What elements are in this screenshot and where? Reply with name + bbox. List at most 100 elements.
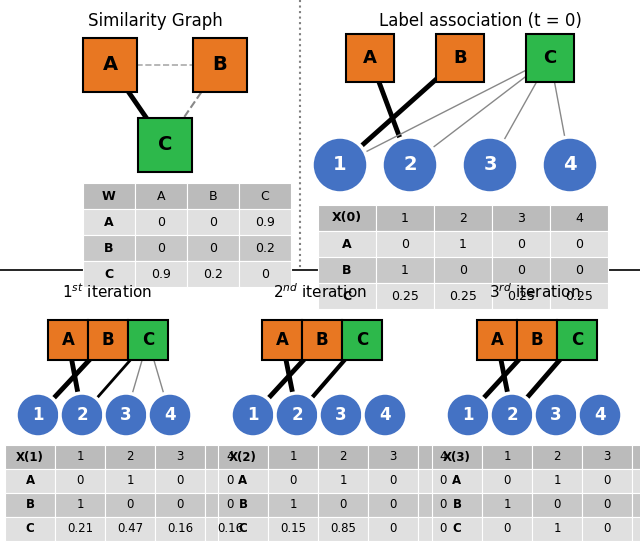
FancyBboxPatch shape — [557, 320, 597, 360]
FancyBboxPatch shape — [105, 469, 155, 493]
FancyBboxPatch shape — [418, 445, 468, 469]
Text: 0.16: 0.16 — [167, 522, 193, 535]
Text: X(3): X(3) — [443, 451, 471, 463]
Text: B: B — [212, 56, 227, 75]
Text: 1: 1 — [553, 522, 561, 535]
Text: 4: 4 — [164, 406, 176, 424]
FancyBboxPatch shape — [368, 493, 418, 517]
Text: 0: 0 — [575, 263, 583, 276]
Circle shape — [148, 393, 192, 437]
Text: B: B — [26, 499, 35, 511]
Text: A: A — [104, 216, 114, 228]
Text: 0.25: 0.25 — [449, 290, 477, 302]
FancyBboxPatch shape — [55, 517, 105, 541]
Circle shape — [534, 393, 578, 437]
FancyBboxPatch shape — [342, 320, 382, 360]
Text: 1: 1 — [247, 406, 259, 424]
Text: 3$^{rd}$ iteration: 3$^{rd}$ iteration — [489, 282, 580, 301]
FancyBboxPatch shape — [418, 469, 468, 493]
Text: 1: 1 — [289, 499, 297, 511]
Text: 0: 0 — [227, 475, 234, 487]
FancyBboxPatch shape — [55, 469, 105, 493]
Text: 1: 1 — [401, 263, 409, 276]
Text: 3: 3 — [550, 406, 562, 424]
FancyBboxPatch shape — [135, 183, 187, 209]
FancyBboxPatch shape — [155, 445, 205, 469]
FancyBboxPatch shape — [135, 261, 187, 287]
FancyBboxPatch shape — [432, 445, 482, 469]
Text: C: C — [452, 522, 461, 535]
FancyBboxPatch shape — [532, 445, 582, 469]
Circle shape — [363, 393, 407, 437]
FancyBboxPatch shape — [632, 469, 640, 493]
Text: C: C — [158, 135, 172, 154]
FancyBboxPatch shape — [262, 320, 302, 360]
FancyBboxPatch shape — [376, 283, 434, 309]
Circle shape — [462, 137, 518, 193]
FancyBboxPatch shape — [376, 257, 434, 283]
FancyBboxPatch shape — [582, 517, 632, 541]
Text: 0.25: 0.25 — [565, 290, 593, 302]
Text: 0: 0 — [575, 237, 583, 251]
FancyBboxPatch shape — [318, 493, 368, 517]
Text: C: C — [543, 49, 557, 67]
FancyBboxPatch shape — [318, 231, 376, 257]
Text: A: A — [239, 475, 248, 487]
Text: 1: 1 — [503, 499, 511, 511]
FancyBboxPatch shape — [550, 231, 608, 257]
Text: 3: 3 — [517, 212, 525, 224]
FancyBboxPatch shape — [83, 183, 135, 209]
Text: 0: 0 — [503, 522, 511, 535]
Text: 0: 0 — [439, 499, 447, 511]
Text: W: W — [102, 189, 116, 203]
FancyBboxPatch shape — [492, 283, 550, 309]
Text: 0: 0 — [389, 522, 397, 535]
Text: 0: 0 — [604, 522, 611, 535]
Text: 0.9: 0.9 — [255, 216, 275, 228]
FancyBboxPatch shape — [5, 445, 55, 469]
Text: 0: 0 — [339, 499, 347, 511]
FancyBboxPatch shape — [83, 209, 135, 235]
FancyBboxPatch shape — [434, 231, 492, 257]
Text: 0: 0 — [439, 522, 447, 535]
Text: A: A — [363, 49, 377, 67]
FancyBboxPatch shape — [55, 493, 105, 517]
Text: 4: 4 — [575, 212, 583, 224]
FancyBboxPatch shape — [268, 493, 318, 517]
FancyBboxPatch shape — [239, 261, 291, 287]
FancyBboxPatch shape — [135, 235, 187, 261]
Text: 1: 1 — [339, 475, 347, 487]
FancyBboxPatch shape — [239, 235, 291, 261]
Text: 1: 1 — [503, 451, 511, 463]
Text: 0.25: 0.25 — [391, 290, 419, 302]
FancyBboxPatch shape — [318, 205, 376, 231]
Text: B: B — [102, 331, 115, 349]
Text: 1: 1 — [289, 451, 297, 463]
FancyBboxPatch shape — [187, 209, 239, 235]
FancyBboxPatch shape — [205, 445, 255, 469]
Text: 1: 1 — [462, 406, 474, 424]
Text: 3: 3 — [389, 451, 397, 463]
FancyBboxPatch shape — [492, 205, 550, 231]
Text: 0: 0 — [176, 499, 184, 511]
FancyBboxPatch shape — [105, 493, 155, 517]
Text: 2: 2 — [553, 451, 561, 463]
FancyBboxPatch shape — [432, 493, 482, 517]
FancyBboxPatch shape — [318, 517, 368, 541]
Text: 0.85: 0.85 — [330, 522, 356, 535]
FancyBboxPatch shape — [632, 493, 640, 517]
Text: 0.21: 0.21 — [67, 522, 93, 535]
Text: 0.25: 0.25 — [507, 290, 535, 302]
FancyBboxPatch shape — [368, 517, 418, 541]
Text: C: C — [26, 522, 35, 535]
Text: 0: 0 — [176, 475, 184, 487]
FancyBboxPatch shape — [268, 517, 318, 541]
Text: 1: 1 — [333, 155, 347, 174]
Text: 0: 0 — [604, 475, 611, 487]
Text: 3: 3 — [604, 451, 611, 463]
Text: 2: 2 — [76, 406, 88, 424]
Text: C: C — [571, 331, 583, 349]
Text: B: B — [104, 242, 114, 255]
Text: 0: 0 — [261, 267, 269, 281]
Text: A: A — [342, 237, 352, 251]
